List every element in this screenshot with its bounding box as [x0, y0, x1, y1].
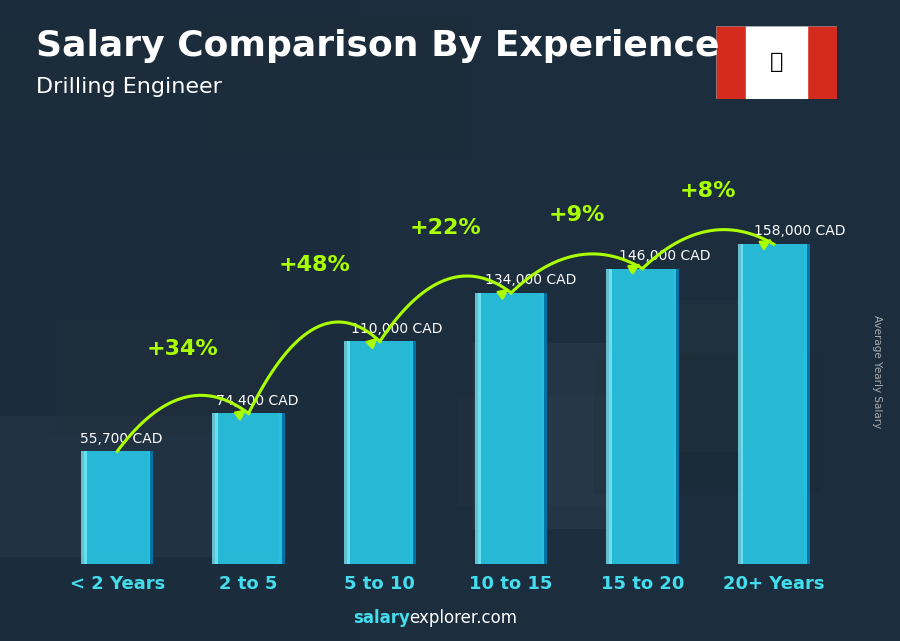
Text: +9%: +9%: [549, 206, 605, 226]
Bar: [344, 342, 349, 564]
Bar: [432, 0, 450, 641]
Bar: [473, 344, 620, 529]
Text: +48%: +48%: [278, 255, 350, 275]
Bar: [180, 0, 198, 641]
Text: Salary Comparison By Experience: Salary Comparison By Experience: [36, 29, 719, 63]
Bar: [81, 451, 87, 564]
Bar: [414, 0, 432, 641]
Bar: [396, 0, 414, 641]
Bar: [594, 0, 612, 641]
Bar: [828, 0, 846, 641]
Bar: [558, 0, 576, 641]
Bar: [846, 0, 864, 641]
Bar: [279, 413, 284, 564]
Text: explorer.com: explorer.com: [410, 609, 518, 627]
Text: 55,700 CAD: 55,700 CAD: [80, 431, 163, 445]
Bar: [234, 0, 252, 641]
Bar: [162, 0, 180, 641]
Bar: [270, 0, 288, 641]
Bar: [360, 0, 378, 641]
Bar: [203, 16, 471, 156]
Bar: [148, 451, 153, 564]
Bar: [212, 413, 218, 564]
Bar: [468, 0, 486, 641]
Bar: [576, 0, 594, 641]
Text: 110,000 CAD: 110,000 CAD: [351, 322, 443, 336]
Bar: [666, 0, 684, 641]
Bar: [806, 26, 837, 99]
Bar: [126, 0, 144, 641]
Bar: [607, 269, 612, 564]
Bar: [738, 244, 743, 564]
Bar: [50, 317, 280, 436]
Text: +8%: +8%: [680, 181, 736, 201]
Bar: [378, 0, 396, 641]
Text: Drilling Engineer: Drilling Engineer: [36, 77, 222, 97]
Bar: [652, 300, 804, 452]
Bar: [108, 0, 126, 641]
Text: 134,000 CAD: 134,000 CAD: [485, 273, 576, 287]
Bar: [215, 413, 282, 564]
Bar: [593, 353, 821, 493]
Bar: [774, 0, 792, 641]
Bar: [756, 0, 774, 641]
Bar: [684, 0, 702, 641]
Bar: [864, 0, 882, 641]
Bar: [36, 0, 54, 641]
Bar: [54, 0, 72, 641]
Bar: [450, 0, 468, 641]
Bar: [346, 342, 413, 564]
Bar: [612, 0, 630, 641]
Bar: [0, 32, 161, 123]
Bar: [144, 0, 162, 641]
Bar: [540, 0, 558, 641]
Bar: [478, 293, 544, 564]
Text: 146,000 CAD: 146,000 CAD: [619, 249, 710, 263]
Bar: [746, 26, 806, 99]
Bar: [457, 395, 644, 506]
Bar: [648, 0, 666, 641]
Bar: [198, 0, 216, 641]
Bar: [410, 342, 416, 564]
Bar: [804, 244, 810, 564]
Bar: [18, 0, 36, 641]
Bar: [324, 0, 342, 641]
Bar: [90, 0, 108, 641]
Bar: [0, 416, 286, 557]
Text: 🍁: 🍁: [770, 53, 783, 72]
Bar: [630, 0, 648, 641]
Text: +22%: +22%: [410, 218, 482, 238]
Bar: [288, 0, 306, 641]
Bar: [542, 293, 547, 564]
Bar: [609, 269, 676, 564]
Bar: [738, 0, 756, 641]
Bar: [342, 0, 360, 641]
Bar: [716, 26, 746, 99]
Bar: [0, 0, 18, 641]
Bar: [673, 269, 679, 564]
Bar: [486, 0, 504, 641]
Bar: [810, 0, 828, 641]
Bar: [84, 451, 150, 564]
Text: 158,000 CAD: 158,000 CAD: [754, 224, 846, 238]
Bar: [741, 244, 807, 564]
Bar: [72, 0, 90, 641]
Bar: [306, 0, 324, 641]
Text: Average Yearly Salary: Average Yearly Salary: [872, 315, 883, 428]
Text: salary: salary: [353, 609, 410, 627]
Bar: [702, 0, 720, 641]
Bar: [216, 0, 234, 641]
Bar: [504, 0, 522, 641]
Bar: [252, 0, 270, 641]
Bar: [720, 0, 738, 641]
Bar: [522, 0, 540, 641]
Text: 74,400 CAD: 74,400 CAD: [216, 394, 298, 408]
Text: +34%: +34%: [147, 339, 219, 359]
Bar: [882, 0, 900, 641]
Bar: [475, 293, 481, 564]
Bar: [792, 0, 810, 641]
